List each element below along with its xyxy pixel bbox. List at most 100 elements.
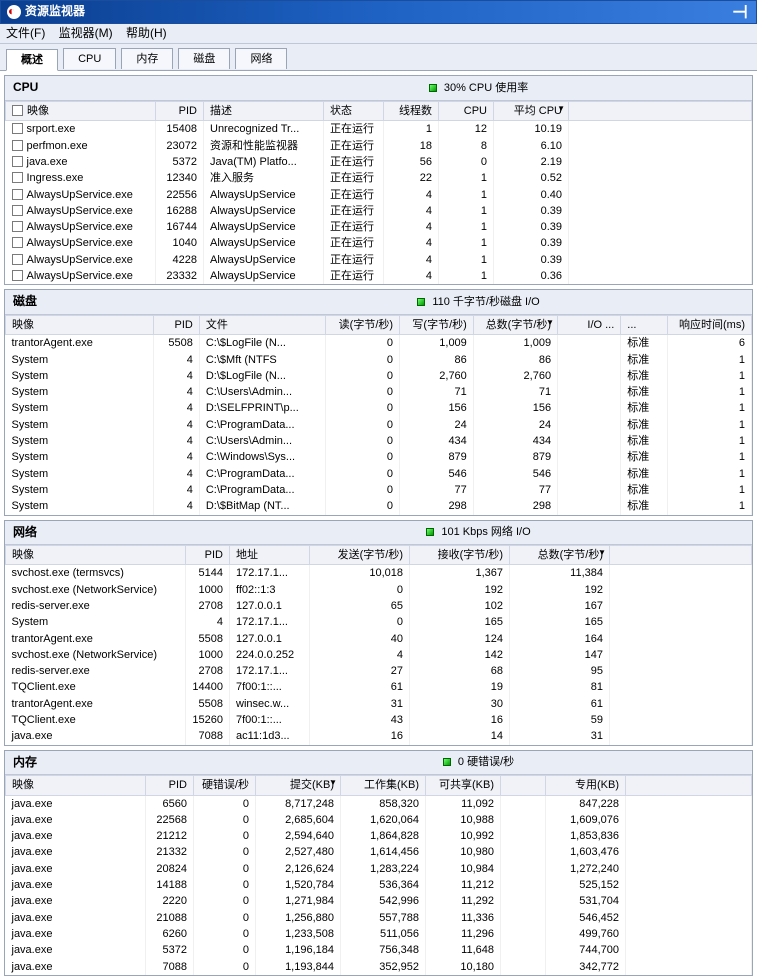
cell: 1,233,508 bbox=[256, 926, 341, 942]
memory-header[interactable]: 内存 0 硬错误/秒 bbox=[5, 751, 752, 776]
table-row[interactable]: java.exe210880 1,256,880557,78811,336 54… bbox=[6, 910, 752, 926]
table-row[interactable]: java.exe 5372Java(TM) Platfo...正在运行 5602… bbox=[6, 154, 752, 170]
table-row[interactable]: svchost.exe (NetworkService)1000224.0.0.… bbox=[6, 647, 752, 663]
checkbox-icon[interactable] bbox=[12, 156, 23, 167]
checkbox-icon[interactable] bbox=[12, 270, 23, 281]
table-row[interactable]: System4D:\$LogFile (N... 02,7602,760 标准1 bbox=[6, 368, 752, 384]
col-send[interactable]: 发送(字节/秒) bbox=[310, 546, 410, 565]
table-row[interactable]: srport.exe 15408Unrecognized Tr...正在运行 1… bbox=[6, 121, 752, 138]
menu-help[interactable]: 帮助(H) bbox=[126, 26, 167, 40]
col-pid[interactable]: PID bbox=[153, 315, 199, 334]
table-row[interactable]: java.exe7088ac11:1d3... 161431 bbox=[6, 728, 752, 744]
table-row[interactable]: java.exe62600 1,233,508511,05611,296 499… bbox=[6, 926, 752, 942]
col-pri[interactable]: ... bbox=[621, 315, 667, 334]
table-row[interactable]: trantorAgent.exe5508127.0.0.1 40124164 bbox=[6, 631, 752, 647]
table-row[interactable]: System4C:\ProgramData... 02424 标准1 bbox=[6, 417, 752, 433]
col-threads[interactable]: 线程数 bbox=[384, 102, 439, 121]
cell: 5508 bbox=[186, 631, 230, 647]
col-wset[interactable]: 工作集(KB) bbox=[341, 776, 426, 795]
table-row[interactable]: trantorAgent.exe5508winsec.w... 313061 bbox=[6, 696, 752, 712]
col-addr[interactable]: 地址 bbox=[230, 546, 310, 565]
table-row[interactable]: redis-server.exe2708172.17.1... 276895 bbox=[6, 663, 752, 679]
table-row[interactable]: svchost.exe (termsvcs)5144172.17.1... 10… bbox=[6, 565, 752, 582]
checkbox-icon[interactable] bbox=[12, 189, 23, 200]
col-image[interactable]: 映像 bbox=[6, 315, 154, 334]
col-pid[interactable]: PID bbox=[186, 546, 230, 565]
table-row[interactable]: AlwaysUpService.exe 4228AlwaysUpService正… bbox=[6, 252, 752, 268]
table-row[interactable]: System4172.17.1... 0165165 bbox=[6, 614, 752, 630]
col-recv[interactable]: 接收(字节/秒) bbox=[410, 546, 510, 565]
col-io[interactable]: I/O ... bbox=[558, 315, 621, 334]
cpu-header[interactable]: CPU 30% CPU 使用率 bbox=[5, 76, 752, 101]
table-row[interactable]: java.exe141880 1,520,784536,36411,212 52… bbox=[6, 877, 752, 893]
table-row[interactable]: System4C:\Users\Admin... 07171 标准1 bbox=[6, 384, 752, 400]
table-row[interactable]: redis-server.exe2708127.0.0.1 65102167 bbox=[6, 598, 752, 614]
table-row[interactable]: AlwaysUpService.exe 23332AlwaysUpService… bbox=[6, 268, 752, 284]
checkbox-icon[interactable] bbox=[12, 140, 23, 151]
checkbox-icon[interactable] bbox=[12, 172, 23, 183]
table-row[interactable]: System4D:\SELFPRINT\p... 0156156 标准1 bbox=[6, 400, 752, 416]
col-resp[interactable]: 响应时间(ms) bbox=[667, 315, 751, 334]
tab-cpu[interactable]: CPU bbox=[63, 48, 116, 69]
table-row[interactable]: perfmon.exe 23072资源和性能监视器正在运行 1886.10 bbox=[6, 138, 752, 154]
col-status[interactable]: 状态 bbox=[324, 102, 384, 121]
table-row[interactable]: java.exe22200 1,271,984542,99611,292 531… bbox=[6, 893, 752, 909]
table-row[interactable]: System4C:\Users\Admin... 0434434 标准1 bbox=[6, 433, 752, 449]
table-row[interactable]: AlwaysUpService.exe 1040AlwaysUpService正… bbox=[6, 235, 752, 251]
col-image[interactable]: 映像 bbox=[6, 102, 156, 121]
checkbox-icon[interactable] bbox=[12, 237, 23, 248]
checkbox-icon[interactable] bbox=[12, 123, 23, 134]
col-priv[interactable]: 专用(KB) bbox=[546, 776, 626, 795]
menu-file[interactable]: 文件(F) bbox=[6, 26, 45, 40]
checkbox-icon[interactable] bbox=[12, 105, 23, 116]
table-row[interactable]: TQClient.exe152607f00:1::... 431659 bbox=[6, 712, 752, 728]
col-commit[interactable]: 提交(KB)▼ bbox=[256, 776, 341, 795]
col-file[interactable]: 文件 bbox=[199, 315, 325, 334]
col-image[interactable]: 映像 bbox=[6, 546, 186, 565]
table-row[interactable]: AlwaysUpService.exe 16744AlwaysUpService… bbox=[6, 219, 752, 235]
col-share[interactable]: 可共享(KB) bbox=[426, 776, 501, 795]
table-row[interactable]: AlwaysUpService.exe 16288AlwaysUpService… bbox=[6, 203, 752, 219]
tab-overview[interactable]: 概述 bbox=[6, 49, 58, 71]
table-row[interactable]: java.exe208240 2,126,6241,283,22410,984 … bbox=[6, 861, 752, 877]
tab-memory[interactable]: 内存 bbox=[121, 48, 173, 69]
col-hf[interactable]: 硬错误/秒 bbox=[194, 776, 256, 795]
col-avg[interactable]: 平均 CPU▼ bbox=[494, 102, 569, 121]
col-desc[interactable]: 描述 bbox=[204, 102, 324, 121]
table-row[interactable]: AlwaysUpService.exe 22556AlwaysUpService… bbox=[6, 187, 752, 203]
cell: 标准 bbox=[621, 400, 667, 416]
table-row[interactable]: System4C:\$Mft (NTFS 08686 标准1 bbox=[6, 352, 752, 368]
col-total[interactable]: 总数(字节/秒)▼ bbox=[473, 315, 557, 334]
checkbox-icon[interactable] bbox=[12, 254, 23, 265]
col-cpu[interactable]: CPU bbox=[439, 102, 494, 121]
checkbox-icon[interactable] bbox=[12, 221, 23, 232]
table-row[interactable]: java.exe225680 2,685,6041,620,06410,988 … bbox=[6, 812, 752, 828]
table-row[interactable]: System4C:\ProgramData... 07777 标准1 bbox=[6, 482, 752, 498]
table-row[interactable]: System4C:\Windows\Sys... 0879879 标准1 bbox=[6, 449, 752, 465]
col-write[interactable]: 写(字节/秒) bbox=[400, 315, 474, 334]
cell: 0.40 bbox=[494, 187, 569, 203]
table-row[interactable]: java.exe53720 1,196,184756,34811,648 744… bbox=[6, 942, 752, 958]
col-read[interactable]: 读(字节/秒) bbox=[326, 315, 400, 334]
table-row[interactable]: java.exe70880 1,193,844352,95210,180 342… bbox=[6, 959, 752, 975]
table-row[interactable]: TQClient.exe144007f00:1::... 611981 bbox=[6, 679, 752, 695]
menu-monitor[interactable]: 监视器(M) bbox=[59, 26, 113, 40]
disk-header[interactable]: 磁盘 110 千字节/秒磁盘 I/O bbox=[5, 290, 752, 315]
tab-disk[interactable]: 磁盘 bbox=[178, 48, 230, 69]
table-row[interactable]: svchost.exe (NetworkService)1000ff02::1:… bbox=[6, 582, 752, 598]
col-pid[interactable]: PID bbox=[146, 776, 194, 795]
checkbox-icon[interactable] bbox=[12, 205, 23, 216]
tab-network[interactable]: 网络 bbox=[235, 48, 287, 69]
table-row[interactable]: java.exe212120 2,594,6401,864,82810,992 … bbox=[6, 828, 752, 844]
col-image[interactable]: 映像 bbox=[6, 776, 146, 795]
table-row[interactable]: trantorAgent.exe5508C:\$LogFile (N... 01… bbox=[6, 335, 752, 352]
col-pid[interactable]: PID bbox=[156, 102, 204, 121]
table-row[interactable]: java.exe65600 8,717,248858,32011,092 847… bbox=[6, 795, 752, 812]
col-total[interactable]: 总数(字节/秒)▼ bbox=[510, 546, 610, 565]
table-row[interactable]: System4D:\$BitMap (NT... 0298298 标准1 bbox=[6, 498, 752, 514]
table-row[interactable]: java.exe213320 2,527,4801,614,45610,980 … bbox=[6, 844, 752, 860]
col-blank[interactable] bbox=[501, 776, 546, 795]
network-header[interactable]: 网络 101 Kbps 网络 I/O bbox=[5, 521, 752, 546]
table-row[interactable]: System4C:\ProgramData... 0546546 标准1 bbox=[6, 466, 752, 482]
table-row[interactable]: Ingress.exe 12340准入服务正在运行 2210.52 bbox=[6, 170, 752, 186]
